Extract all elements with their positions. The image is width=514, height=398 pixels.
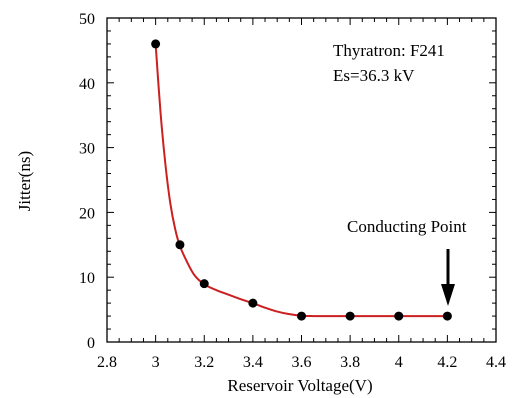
y-tick-label: 50 — [79, 11, 95, 28]
y-tick-label: 0 — [87, 335, 95, 352]
x-tick-labels: 2.8 3 3.2 3.4 3.6 3.8 4 4.2 4.4 — [97, 354, 506, 371]
y-tick-labels: 0 10 20 30 40 50 — [79, 11, 95, 352]
y-tick-label: 20 — [79, 205, 95, 222]
data-point — [151, 39, 161, 49]
y-axis-label: Jitter(ns) — [15, 151, 34, 211]
x-tick-label: 2.8 — [97, 354, 117, 371]
data-point — [175, 240, 185, 250]
x-tick-label: 3.8 — [340, 354, 360, 371]
x-axis-label: Reservoir Voltage(V) — [227, 376, 372, 395]
x-tick-label: 4 — [395, 354, 403, 371]
y-tick-label: 40 — [79, 76, 95, 93]
axis-ticks — [106, 17, 497, 343]
x-tick-label: 3.4 — [243, 354, 263, 371]
data-point — [248, 298, 258, 308]
data-point — [345, 311, 355, 321]
annotation-thyratron: Thyratron: F241 — [333, 41, 445, 60]
x-tick-label: 4.4 — [486, 354, 506, 371]
annotation-conducting-point: Conducting Point — [347, 217, 467, 236]
x-tick-label: 3.6 — [292, 354, 312, 371]
x-tick-label: 3 — [152, 354, 160, 371]
y-tick-label: 10 — [79, 270, 95, 287]
x-tick-label: 3.2 — [194, 354, 214, 371]
data-points — [151, 39, 452, 321]
plot-frame — [106, 17, 497, 343]
data-point — [297, 311, 306, 321]
data-point — [442, 311, 452, 321]
data-point — [199, 279, 209, 289]
x-tick-label: 4.2 — [437, 354, 457, 371]
data-point — [394, 311, 404, 321]
conducting-point-arrow — [441, 249, 455, 306]
y-tick-label: 30 — [79, 141, 95, 158]
annotation-es: Es=36.3 kV — [333, 66, 415, 85]
